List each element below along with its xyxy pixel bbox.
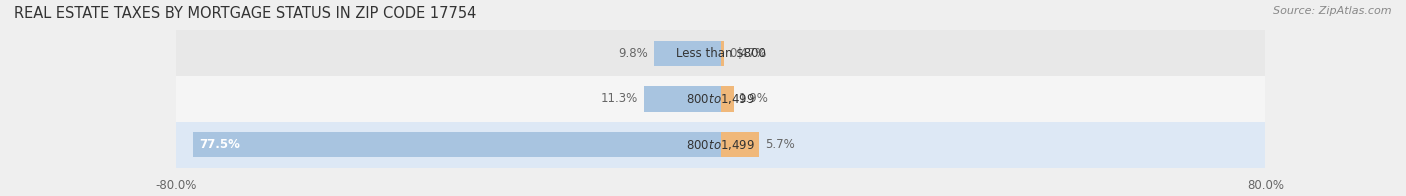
Text: $800 to $1,499: $800 to $1,499 <box>686 138 755 152</box>
Bar <box>644 86 721 112</box>
Text: 9.8%: 9.8% <box>619 47 648 60</box>
Text: 5.7%: 5.7% <box>765 138 794 151</box>
Bar <box>176 76 1265 122</box>
Text: 11.3%: 11.3% <box>600 93 638 105</box>
Bar <box>721 86 734 112</box>
Text: Source: ZipAtlas.com: Source: ZipAtlas.com <box>1274 6 1392 16</box>
Text: 77.5%: 77.5% <box>200 138 240 151</box>
Bar <box>176 122 1265 168</box>
Bar <box>193 132 721 157</box>
Text: REAL ESTATE TAXES BY MORTGAGE STATUS IN ZIP CODE 17754: REAL ESTATE TAXES BY MORTGAGE STATUS IN … <box>14 6 477 21</box>
Bar <box>654 41 721 66</box>
Text: Less than $800: Less than $800 <box>676 47 765 60</box>
Text: 1.9%: 1.9% <box>740 93 769 105</box>
Bar <box>721 41 724 66</box>
Text: 0.47%: 0.47% <box>730 47 766 60</box>
Text: $800 to $1,499: $800 to $1,499 <box>686 92 755 106</box>
Bar <box>176 30 1265 76</box>
Bar <box>721 132 759 157</box>
